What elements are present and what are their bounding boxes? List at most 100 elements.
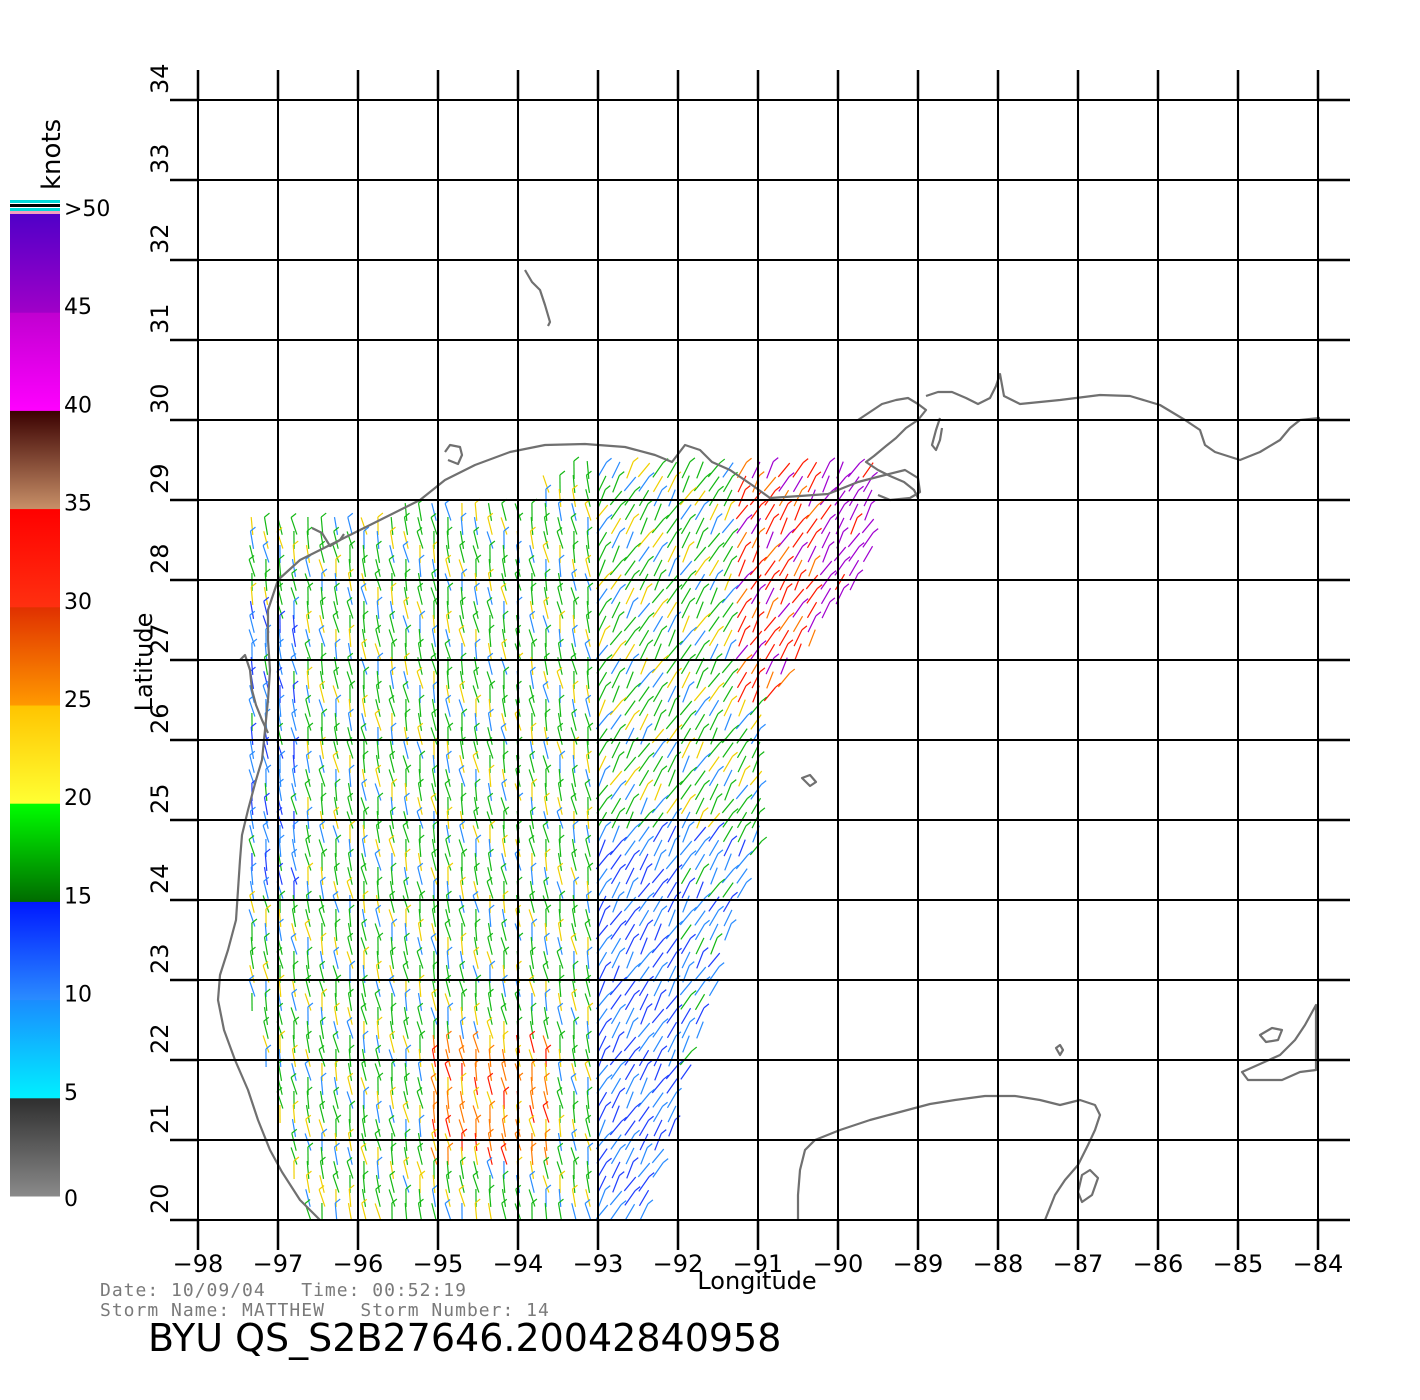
wind-barb xyxy=(404,652,410,658)
wind-vector xyxy=(417,503,423,521)
wind-vector xyxy=(849,503,859,521)
wind-vector xyxy=(249,545,255,563)
wind-barb xyxy=(759,807,766,813)
wind-barb xyxy=(349,960,356,966)
wind-vector xyxy=(390,1146,394,1166)
wind-vector xyxy=(543,1161,549,1179)
wind-barb xyxy=(773,513,780,519)
wind-vector xyxy=(459,685,465,703)
wind-barb xyxy=(404,708,411,714)
wind-vector xyxy=(319,951,325,969)
wind-vector xyxy=(375,1105,381,1123)
wind-vector xyxy=(458,699,466,717)
wind-barb xyxy=(306,806,313,812)
wind-vector xyxy=(529,951,535,969)
wind-barb xyxy=(689,457,696,463)
wind-vector xyxy=(640,727,648,745)
wind-vector xyxy=(374,1133,382,1151)
wind-barb xyxy=(348,764,355,770)
wind-barb xyxy=(746,794,753,800)
wind-vector xyxy=(249,825,255,843)
wind-vector xyxy=(571,713,577,731)
wind-barb xyxy=(586,1086,593,1092)
wind-vector xyxy=(722,672,734,688)
wind-vector xyxy=(389,1105,395,1123)
wind-barb xyxy=(487,512,494,518)
wind-vector xyxy=(610,867,622,885)
wind-vector xyxy=(821,461,831,479)
wind-vector xyxy=(763,616,777,632)
wind-vector xyxy=(348,768,352,788)
wind-vector xyxy=(460,936,464,956)
wind-vector xyxy=(694,503,706,521)
wind-barb xyxy=(586,806,593,812)
wind-vector xyxy=(558,908,562,928)
wind-vector xyxy=(530,1076,534,1096)
wind-barb xyxy=(530,582,537,588)
wind-vector xyxy=(668,1119,676,1137)
wind-vector xyxy=(723,629,733,647)
wind-vector xyxy=(529,881,535,899)
wind-barb xyxy=(404,512,410,518)
wind-vector xyxy=(291,993,297,1011)
wind-barb xyxy=(632,1017,639,1023)
wind-barb xyxy=(634,906,641,912)
x-tick-label: −85 xyxy=(1213,1250,1264,1278)
wind-vector xyxy=(362,1034,366,1054)
wind-vector xyxy=(501,979,507,997)
wind-vector xyxy=(529,895,535,913)
wind-vector xyxy=(680,517,692,535)
wind-barb xyxy=(746,457,752,463)
wind-barb xyxy=(528,695,535,700)
wind-vector xyxy=(736,728,748,744)
wind-vector xyxy=(403,1161,409,1179)
wind-barb xyxy=(486,1157,493,1162)
wind-vector xyxy=(696,461,704,479)
wind-vector xyxy=(612,1105,620,1123)
wind-barb xyxy=(390,1086,396,1092)
x-tick-label: −84 xyxy=(1293,1250,1344,1278)
wind-vector xyxy=(819,560,833,576)
wind-vector xyxy=(571,1133,577,1151)
wind-vector xyxy=(543,517,549,535)
wind-vector xyxy=(724,713,732,731)
legend-label: 15 xyxy=(64,884,92,909)
wind-barb xyxy=(472,751,479,756)
wind-vector xyxy=(722,882,734,898)
wind-vector xyxy=(710,587,718,605)
wind-vector xyxy=(750,587,762,605)
wind-vector xyxy=(626,741,634,759)
wind-vector xyxy=(530,1146,534,1166)
wind-barb xyxy=(647,1199,654,1205)
wind-vector xyxy=(777,532,791,548)
wind-barb xyxy=(459,820,466,826)
wind-barb xyxy=(843,583,850,589)
wind-vector xyxy=(848,489,860,507)
wind-barb xyxy=(376,596,383,602)
wind-vector xyxy=(445,1049,451,1067)
wind-vector xyxy=(487,1063,493,1081)
wind-barb xyxy=(788,472,795,478)
wind-barb xyxy=(402,1101,409,1106)
wind-vector xyxy=(652,952,664,968)
wind-vector xyxy=(609,560,623,576)
wind-barb xyxy=(502,1030,509,1036)
wind-barb xyxy=(488,1184,495,1190)
wind-barb xyxy=(703,723,710,729)
wind-vector xyxy=(544,1202,548,1222)
wind-vector xyxy=(735,504,749,520)
wind-vector xyxy=(637,1162,651,1178)
axis-ticks xyxy=(170,70,1350,1250)
wind-vector xyxy=(638,546,650,562)
wind-barb xyxy=(430,513,437,518)
wind-vector xyxy=(637,742,651,758)
wind-barb xyxy=(390,666,396,672)
wind-vector xyxy=(585,559,591,577)
wind-barb xyxy=(489,820,496,826)
wind-barb xyxy=(376,1100,382,1106)
legend-label: 20 xyxy=(64,786,92,811)
wind-vector xyxy=(820,517,832,535)
wind-vector xyxy=(666,588,678,604)
wind-barb xyxy=(634,626,641,632)
wind-vector xyxy=(639,1063,649,1081)
